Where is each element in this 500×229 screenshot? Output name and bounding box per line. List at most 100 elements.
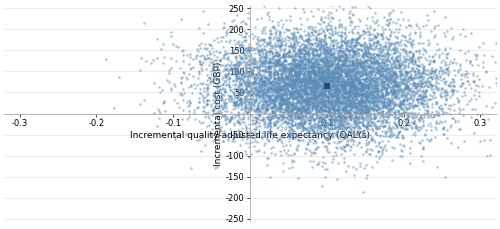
Point <box>304 100 312 104</box>
Point <box>322 53 330 57</box>
Point <box>246 89 254 93</box>
Point <box>290 90 298 93</box>
Point <box>350 82 358 86</box>
Point <box>232 103 240 107</box>
Point <box>318 90 326 94</box>
Point <box>282 90 290 94</box>
Point <box>378 85 386 88</box>
Point <box>266 94 274 98</box>
Point <box>300 98 308 101</box>
Point <box>386 33 394 37</box>
Point <box>338 49 346 52</box>
Point <box>352 52 360 55</box>
Point <box>304 134 312 138</box>
Point <box>370 112 378 116</box>
Point <box>272 86 280 90</box>
Point <box>346 58 354 62</box>
Point <box>414 67 422 71</box>
Point <box>346 94 354 98</box>
Point <box>328 53 336 57</box>
Point <box>343 143 351 147</box>
Point <box>355 99 363 103</box>
Point <box>345 50 353 54</box>
Point <box>321 35 329 38</box>
Point <box>310 103 318 107</box>
Point <box>345 89 353 93</box>
Point <box>414 98 422 102</box>
Point <box>375 77 383 81</box>
Point <box>342 49 350 53</box>
Point <box>321 16 329 19</box>
Point <box>358 107 366 110</box>
Point <box>340 58 348 62</box>
Point <box>365 87 373 91</box>
Point <box>220 55 228 58</box>
Point <box>442 15 450 19</box>
Point <box>390 132 398 136</box>
Point <box>296 61 304 65</box>
Point <box>360 51 368 55</box>
Point <box>485 85 493 89</box>
Point <box>492 85 500 88</box>
Point <box>354 94 362 98</box>
Point <box>290 44 298 47</box>
Point <box>338 100 346 104</box>
Point <box>229 79 237 82</box>
Point <box>399 34 407 38</box>
Point <box>409 52 417 56</box>
Point <box>270 105 278 109</box>
Point <box>303 82 311 86</box>
Point <box>347 84 355 88</box>
Point <box>392 90 400 94</box>
Point <box>206 76 214 79</box>
Point <box>350 89 358 93</box>
Point <box>358 110 366 114</box>
Point <box>346 72 354 75</box>
Point <box>321 116 329 119</box>
Point <box>335 98 343 101</box>
Point <box>255 65 263 68</box>
Point <box>291 97 299 101</box>
Point <box>327 105 335 109</box>
Point <box>322 56 330 60</box>
Point <box>333 146 341 150</box>
Point <box>276 76 284 80</box>
Point <box>373 75 381 79</box>
Point <box>244 11 252 15</box>
Point <box>356 162 364 165</box>
Point <box>298 107 306 111</box>
Point <box>359 116 367 120</box>
Point <box>319 81 327 84</box>
Point <box>278 42 285 46</box>
Point <box>272 61 280 65</box>
Point <box>299 104 307 107</box>
Point <box>297 76 305 80</box>
Point <box>320 124 328 128</box>
Point <box>454 99 462 103</box>
Point <box>274 81 282 85</box>
Point <box>399 112 407 115</box>
Point <box>288 73 296 76</box>
Point <box>392 124 400 128</box>
Point <box>342 81 350 85</box>
Point <box>348 80 356 84</box>
Point <box>295 94 303 98</box>
Point <box>390 126 398 130</box>
Point <box>285 67 293 71</box>
Point <box>334 107 342 110</box>
Point <box>374 79 382 82</box>
Point <box>356 61 364 65</box>
Point <box>294 80 302 84</box>
Point <box>376 72 384 76</box>
Point <box>325 127 333 131</box>
Point <box>265 101 273 105</box>
Point <box>352 111 360 114</box>
Point <box>231 94 239 97</box>
Point <box>320 83 328 87</box>
Point <box>255 83 263 87</box>
Point <box>392 80 400 84</box>
Point <box>341 101 349 105</box>
Point <box>297 64 305 67</box>
Point <box>400 95 408 99</box>
Point <box>218 105 226 109</box>
